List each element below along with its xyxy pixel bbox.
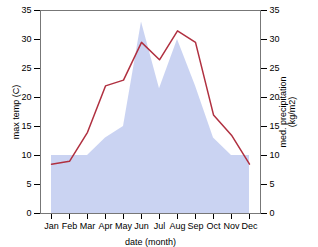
svg-text:Oct: Oct — [206, 221, 221, 231]
svg-text:30: 30 — [270, 34, 280, 44]
svg-text:May: May — [115, 221, 133, 231]
svg-text:10: 10 — [270, 150, 280, 160]
svg-text:Feb: Feb — [62, 221, 78, 231]
svg-text:15: 15 — [269, 121, 280, 132]
svg-text:Aug: Aug — [169, 221, 185, 231]
svg-text:Dec: Dec — [241, 221, 258, 231]
svg-text:10: 10 — [21, 150, 31, 160]
svg-text:5: 5 — [26, 179, 31, 189]
svg-text:5: 5 — [270, 179, 275, 189]
svg-text:20: 20 — [21, 92, 31, 102]
svg-text:med. precipitation(kg/m2): med. precipitation(kg/m2) — [278, 76, 297, 147]
svg-text:Jan: Jan — [44, 221, 59, 231]
svg-text:Apr: Apr — [98, 221, 112, 231]
svg-text:25: 25 — [270, 63, 280, 73]
svg-text:0: 0 — [270, 208, 275, 218]
svg-text:30: 30 — [21, 34, 31, 44]
svg-text:max temp (C): max temp (C) — [11, 85, 21, 140]
svg-text:15: 15 — [21, 121, 31, 131]
svg-text:35: 35 — [21, 5, 31, 15]
svg-text:20: 20 — [269, 92, 280, 103]
svg-text:Jun: Jun — [134, 221, 149, 231]
svg-text:Nov: Nov — [223, 221, 240, 231]
svg-text:35: 35 — [270, 5, 280, 15]
svg-text:0: 0 — [26, 208, 31, 218]
svg-text:date (month): date (month) — [125, 237, 176, 247]
svg-text:Sep: Sep — [187, 221, 203, 231]
svg-text:Mar: Mar — [80, 221, 96, 231]
svg-text:Jul: Jul — [154, 221, 166, 231]
svg-text:25: 25 — [21, 63, 31, 73]
